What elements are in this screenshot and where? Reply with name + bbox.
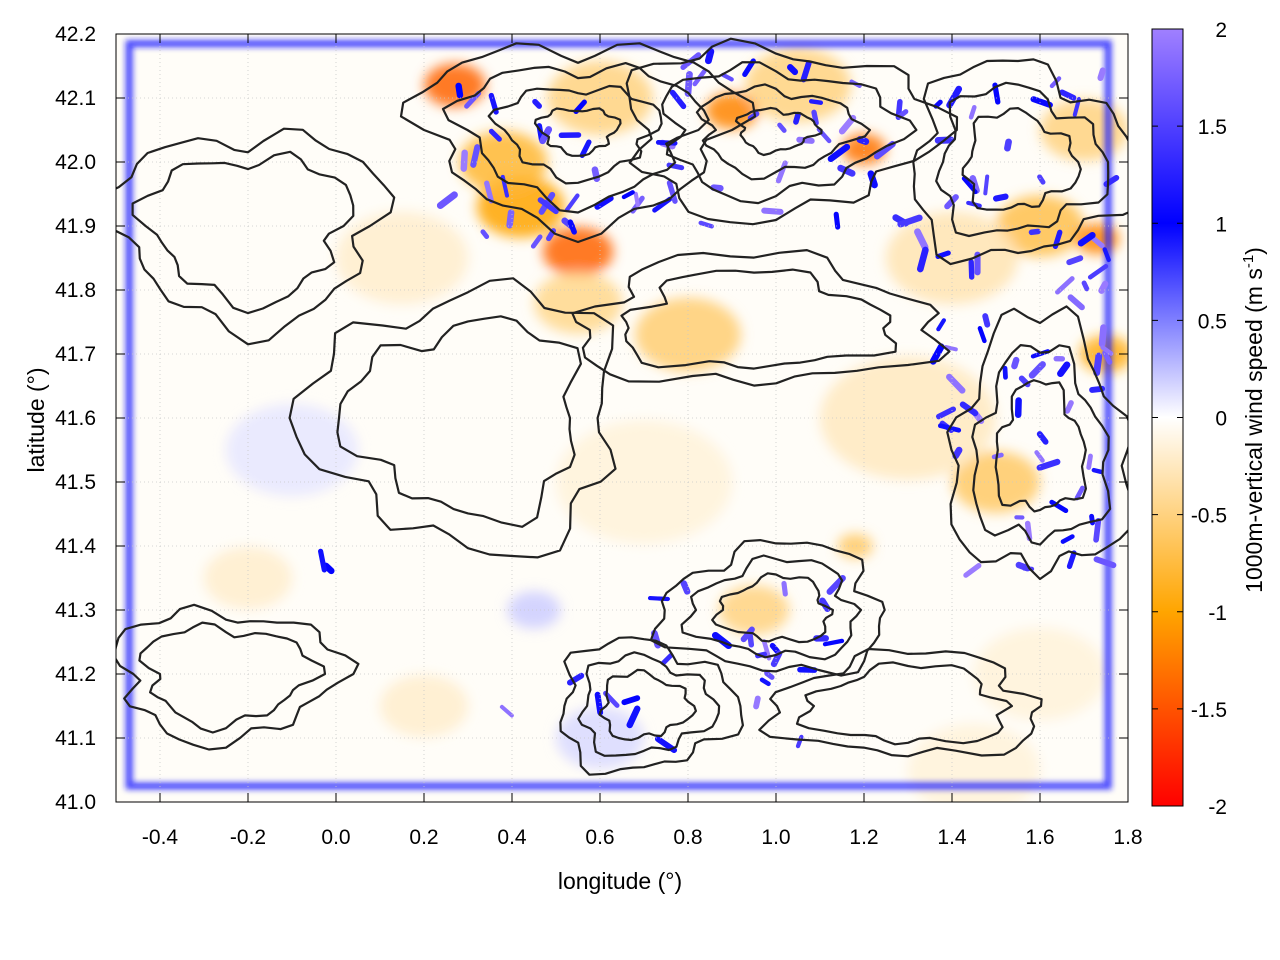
updraft-cell: [1089, 456, 1091, 468]
wind-zone: [838, 534, 873, 559]
y-tick-label: 41.6: [55, 407, 96, 430]
colorbar-title-end: ): [1241, 247, 1267, 255]
updraft-cell: [650, 598, 668, 599]
y-tick-label: 42.1: [55, 87, 96, 110]
updraft-cell: [764, 211, 780, 212]
colorbar-title: 1000m-vertical wind speed (m s-1): [1240, 247, 1267, 593]
x-tick-label: 1.4: [937, 826, 967, 849]
updraft-cell: [836, 214, 838, 227]
x-tick-label: 1.8: [1113, 826, 1142, 849]
y-tick-label: 41.4: [55, 535, 96, 558]
y-tick-label: 41.8: [55, 279, 96, 302]
y-tick-label: 41.3: [55, 599, 96, 622]
updraft-cell: [1007, 142, 1008, 148]
updraft-cell: [459, 86, 460, 95]
updraft-cell: [767, 673, 772, 677]
colorbar-tick-label: -1.5: [1191, 699, 1227, 722]
updraft-cell: [799, 140, 811, 141]
x-axis-title: longitude (°): [558, 868, 682, 894]
updraft-cell: [510, 213, 512, 226]
updraft-cell: [1102, 328, 1103, 344]
updraft-cell: [971, 262, 972, 277]
y-tick-label: 41.2: [55, 663, 96, 686]
updraft-cell: [790, 67, 795, 72]
x-tick-label: 1.6: [1025, 826, 1054, 849]
y-axis-title: latitude (°): [23, 367, 49, 472]
x-tick-labels: -0.4 -0.2 0.0 0.2 0.4 0.6 0.8 1.0 1.2 1.4 1.6 1.8: [142, 826, 1143, 849]
y-tick-label: 42.0: [55, 151, 96, 174]
updraft-cell: [773, 646, 778, 651]
updraft-cell: [1094, 470, 1101, 472]
wind-zone: [1040, 99, 1128, 161]
colorbar-tick-label: 1: [1215, 213, 1227, 236]
updraft-cell: [1101, 71, 1103, 78]
updraft-cell: [1096, 521, 1098, 540]
colorbar-tick-label: -2: [1208, 796, 1227, 819]
updraft-cell: [598, 695, 601, 713]
y-tick-label: 42.2: [55, 23, 96, 46]
updraft-cell: [570, 222, 574, 232]
updraft-cell: [464, 153, 465, 169]
colorbar-title-main: 1000m-vertical wind speed (m s: [1241, 268, 1267, 593]
updraft-cell: [996, 197, 1005, 199]
updraft-cell: [535, 102, 539, 106]
updraft-cell: [1005, 368, 1006, 377]
updraft-cell: [971, 107, 974, 117]
updraft-cell: [1014, 360, 1016, 366]
updraft-cell: [684, 583, 687, 591]
x-tick-label: -0.2: [230, 826, 266, 849]
updraft-cell: [1032, 232, 1038, 233]
y-tick-label: 41.1: [55, 727, 96, 750]
colorbar-tick-label: 1.5: [1198, 116, 1227, 139]
updraft-cell: [936, 102, 940, 106]
updraft-cell: [483, 232, 487, 237]
updraft-cell: [1067, 403, 1071, 411]
updraft-cell: [985, 177, 987, 194]
y-tick-label: 41.0: [55, 791, 96, 814]
colorbar-tick-label: -1: [1208, 602, 1227, 625]
updraft-cell: [811, 101, 821, 102]
updraft-cell: [1040, 177, 1043, 182]
updraft-cell: [796, 115, 798, 122]
updraft-cell: [708, 52, 710, 61]
x-tick-label: 1.2: [849, 826, 878, 849]
x-tick-label: 0.0: [321, 826, 350, 849]
x-tick-label: -0.4: [142, 826, 179, 849]
colorbar-title-sup: -1: [1240, 255, 1257, 268]
updraft-cell: [860, 140, 866, 142]
updraft-cell: [985, 316, 987, 325]
x-tick-label: 1.0: [761, 826, 790, 849]
updraft-cell: [636, 194, 638, 205]
y-tick-labels: 41.0 41.1 41.2 41.3 41.4 41.5 41.6 41.7 41.8 41.9…: [55, 23, 96, 814]
updraft-cell: [956, 450, 959, 456]
updraft-cell: [1097, 356, 1099, 373]
colorbar-tick-label: -0.5: [1191, 505, 1227, 528]
updraft-cell: [624, 698, 637, 702]
colorbar-tick-labels: 2 1.5 1 0.5 0 -0.5 -1 -1.5 -2: [1191, 19, 1227, 819]
updraft-cell: [321, 551, 325, 570]
colorbar-tick-label: 2: [1215, 19, 1227, 42]
updraft-cell: [784, 584, 785, 595]
y-tick-label: 41.5: [55, 471, 96, 494]
x-tick-label: 0.2: [409, 826, 438, 849]
x-tick-label: 0.8: [673, 826, 702, 849]
updraft-cell: [1084, 283, 1087, 289]
wind-zone: [719, 585, 789, 634]
y-tick-label: 41.9: [55, 215, 96, 238]
updraft-cell: [1069, 258, 1080, 262]
colorbar-tick-label: 0: [1215, 408, 1227, 431]
updraft-cell: [714, 188, 721, 189]
y-tick-label: 41.7: [55, 343, 96, 366]
colorbar-tick-label: 0.5: [1198, 310, 1227, 333]
updraft-cell: [756, 699, 758, 707]
x-tick-label: 0.6: [585, 826, 614, 849]
x-tick-label: 0.4: [497, 826, 527, 849]
